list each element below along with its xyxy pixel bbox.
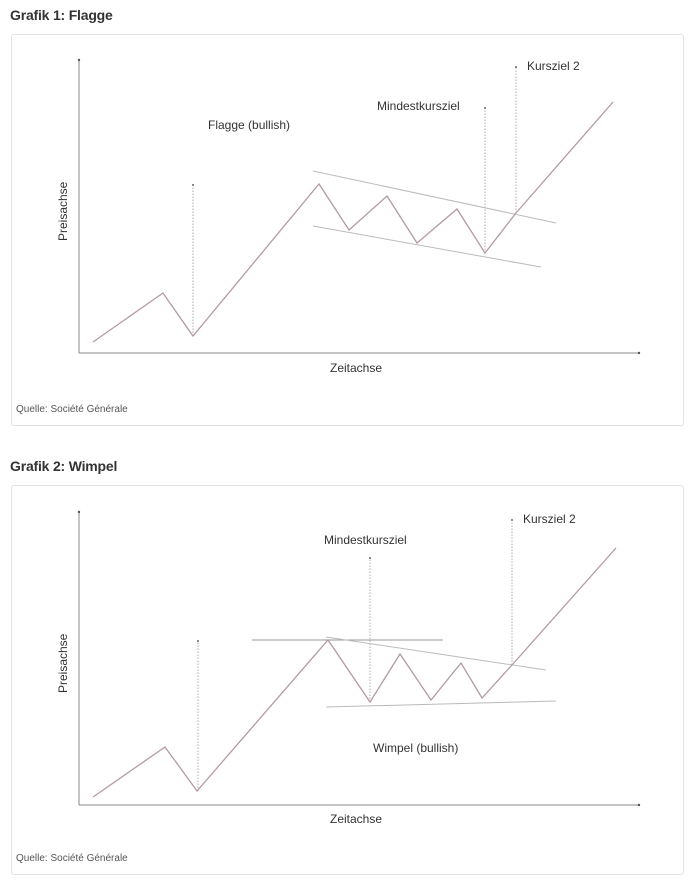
measure-arrow-icon — [511, 519, 513, 521]
y-axis-label: Preisachse — [56, 181, 70, 241]
chart2-source: Quelle: Société Générale — [16, 853, 128, 864]
chart1-source: Quelle: Société Générale — [16, 404, 128, 415]
price-line — [92, 101, 614, 343]
chart1-title: Grafik 1: Flagge — [10, 7, 113, 23]
chart2-plot: Mindestkursziel Kursziel 2 Wimpel (bulli… — [56, 510, 641, 826]
target2-label: Kursziel 2 — [527, 59, 580, 73]
upper-trend-line — [325, 636, 547, 671]
y-axis-arrow-icon — [77, 510, 81, 514]
target2-label: Kursziel 2 — [523, 512, 576, 526]
chart1-card: Flagge (bullish) Mindestkursziel Kurszie… — [11, 34, 684, 426]
lower-channel-line — [312, 225, 542, 268]
lower-trend-line — [325, 700, 557, 708]
chart2-title: Grafik 2: Wimpel — [10, 458, 118, 474]
pattern-label: Wimpel (bullish) — [373, 741, 458, 755]
measure-arrow-icon — [197, 640, 199, 642]
x-axis-label: Zeitachse — [330, 361, 382, 375]
x-axis-arrow-icon — [637, 351, 641, 355]
y-axis-label: Preisachse — [56, 633, 70, 693]
x-axis-label: Zeitachse — [330, 812, 382, 826]
measure-arrow-icon — [192, 184, 194, 186]
measure-arrow-icon — [484, 107, 486, 109]
measure-arrow-icon — [369, 557, 371, 559]
price-line — [92, 547, 617, 798]
x-axis-arrow-icon — [637, 803, 641, 807]
pattern-label: Flagge (bullish) — [208, 118, 290, 132]
upper-channel-line — [312, 170, 557, 224]
chart2-card: Mindestkursziel Kursziel 2 Wimpel (bulli… — [11, 485, 684, 875]
min-target-label: Mindestkursziel — [324, 533, 407, 547]
measure-arrow-icon — [515, 66, 517, 68]
min-target-label: Mindestkursziel — [377, 99, 460, 113]
chart1-plot: Flagge (bullish) Mindestkursziel Kurszie… — [56, 58, 641, 375]
y-axis-arrow-icon — [77, 58, 81, 62]
